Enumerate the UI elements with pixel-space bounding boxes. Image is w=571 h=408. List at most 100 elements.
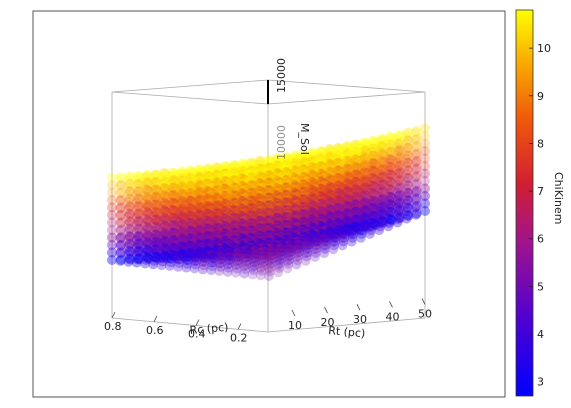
data-point [160,183,171,194]
data-point [204,164,215,175]
data-point [278,167,289,178]
data-point [323,169,334,179]
data-point [303,162,314,173]
data-point [270,174,281,185]
data-point [334,151,345,162]
data-point [195,180,206,190]
data-point [205,188,216,199]
data-point [262,188,273,199]
data-point [228,176,239,187]
y-tick-label: 40 [386,310,400,323]
data-point [319,179,329,189]
data-point [309,176,320,187]
data-point [309,150,320,160]
data-point [410,134,421,145]
data-point [187,175,198,186]
data-point [231,177,242,188]
data-point [234,167,245,178]
data-point [321,183,332,194]
data-point [202,178,213,189]
data-point [276,182,287,193]
data-point [304,172,315,182]
data-point [160,168,171,179]
data-point [185,180,195,191]
data-point [309,169,320,180]
data-point [283,183,294,194]
data-point [256,179,267,190]
data-point [361,169,372,179]
data-point [256,157,267,168]
data-point [376,156,387,167]
data-point [229,174,240,185]
data-point [307,184,318,195]
data-point [313,191,324,201]
data-point [276,166,287,176]
data-point [369,144,380,155]
data-point [375,150,386,161]
data-point [364,146,375,157]
data-point [208,178,219,189]
data-point [263,178,273,189]
data-point [177,174,188,185]
data-point [161,184,172,195]
data-point [230,184,241,195]
data-point [203,186,214,196]
data-point [235,180,246,191]
data-point [150,169,161,180]
data-point [179,191,190,202]
data-point [340,161,351,172]
data-point [167,182,178,193]
data-point [301,191,312,202]
data-point [235,191,246,202]
data-point [278,184,289,195]
data-point [233,180,244,191]
data-point [184,184,195,195]
data-point [394,189,405,200]
data-point [286,187,296,198]
data-point [393,184,404,194]
data-point [256,187,267,198]
data-point [297,183,307,194]
data-point [328,176,339,187]
data-point [300,255,311,266]
data-point [256,172,267,183]
data-point [237,158,248,169]
data-point [369,174,380,185]
data-point [245,181,256,192]
data-point [250,176,261,187]
data-point [261,162,272,173]
data-point [361,146,372,157]
data-point [386,133,397,143]
data-point [329,172,340,183]
data-point [162,178,173,189]
data-point [266,175,277,186]
data-point [334,143,345,154]
data-point [375,180,386,191]
data-point [223,187,234,198]
data-point [312,172,323,183]
data-point [164,178,175,189]
data-point [385,154,396,165]
data-point [151,169,162,180]
data-point [257,166,268,176]
data-point [269,184,280,195]
data-point [345,182,356,193]
data-point [365,187,376,198]
data-point [320,166,331,177]
data-point [197,168,208,179]
data-point [268,183,279,194]
data-point [171,185,182,196]
data-point [369,166,380,177]
data-point [233,165,244,176]
data-point [294,171,305,182]
data-point [392,150,403,160]
data-point [305,168,316,179]
data-point [302,153,313,164]
data-point [250,161,261,172]
data-point [319,165,330,176]
data-point [223,179,234,190]
data-point [333,142,344,153]
data-point [312,161,323,172]
data-point [215,181,226,192]
data-point [210,163,221,174]
